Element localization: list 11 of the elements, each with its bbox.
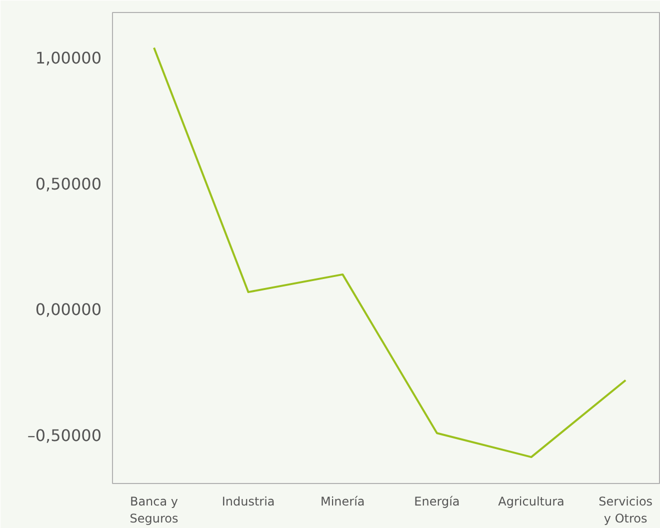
y-tick-label: 0,00000 bbox=[35, 300, 102, 320]
y-tick-label: 0,50000 bbox=[35, 174, 102, 194]
x-tick-label: Agricultura bbox=[498, 494, 564, 508]
line-series bbox=[153, 46, 627, 458]
x-tick-label: Minería bbox=[320, 494, 365, 508]
x-tick-label: Servicios y Otros bbox=[598, 494, 653, 526]
x-tick-label: Banca y Seguros bbox=[130, 494, 178, 526]
x-tick-label: Industria bbox=[222, 494, 275, 508]
y-tick-label: –0,50000 bbox=[27, 426, 102, 446]
y-tick-label: 1,00000 bbox=[35, 48, 102, 68]
x-tick-label: Energía bbox=[414, 494, 460, 508]
